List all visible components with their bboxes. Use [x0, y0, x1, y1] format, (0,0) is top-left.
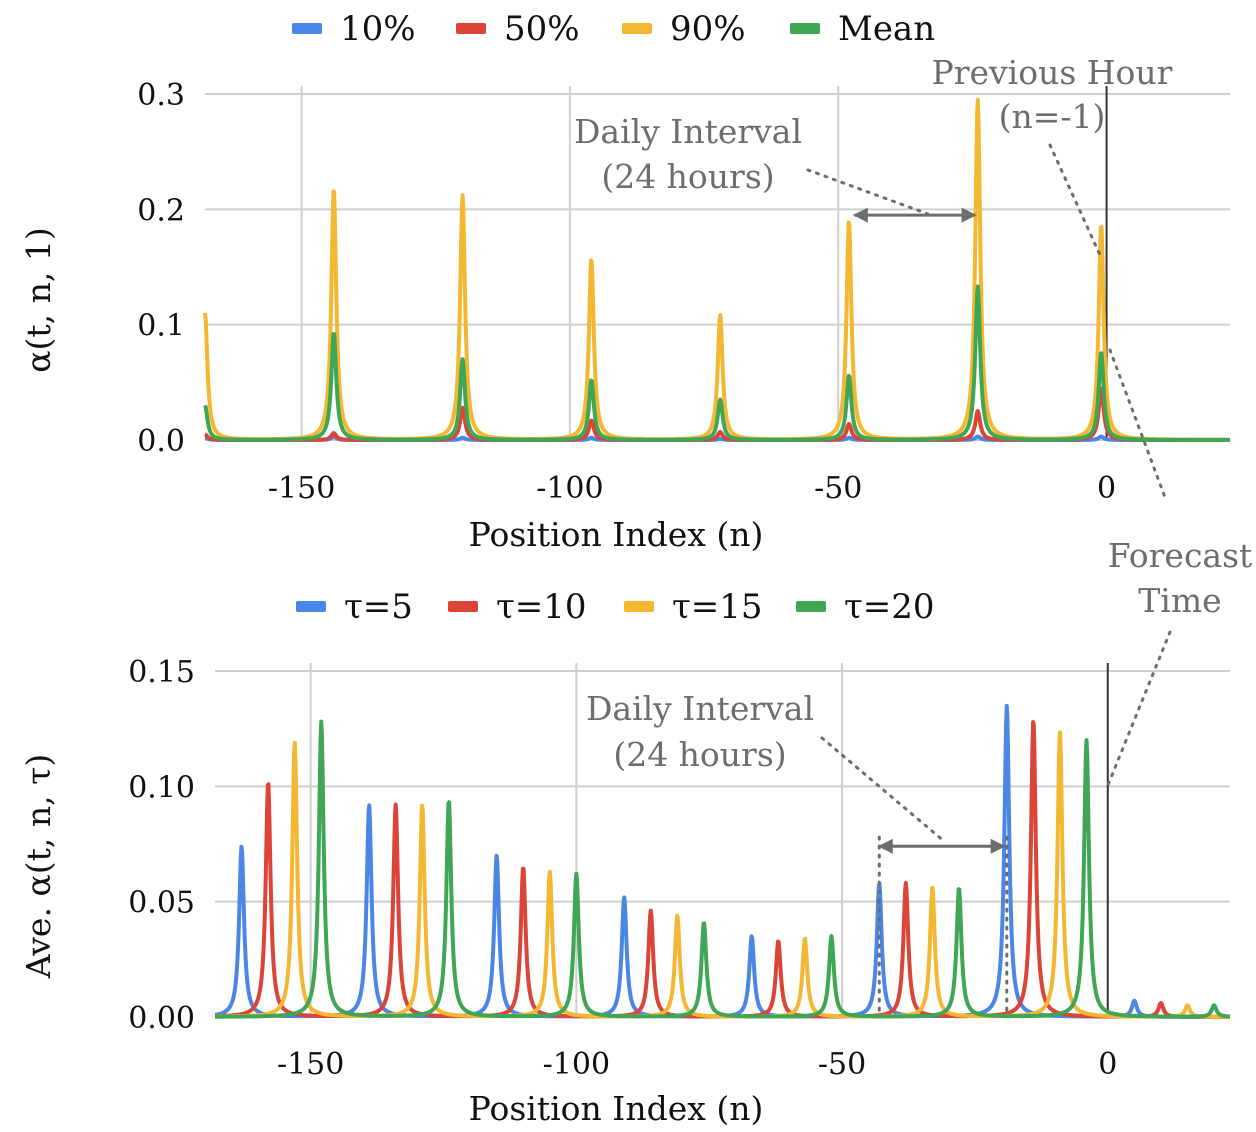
top-daily-interval-leader [806, 168, 930, 216]
legend-item: 10% [292, 9, 416, 49]
bottom-daily-interval-label: Daily Interval [586, 689, 814, 728]
legend-label: τ=10 [496, 587, 587, 627]
x-tick-label: -150 [268, 471, 335, 506]
legend-swatch [790, 23, 820, 34]
bottom-chart-x-axis-title: Position Index (n) [469, 1089, 764, 1128]
y-tick-label: 0.10 [128, 770, 195, 805]
legend-item: 90% [622, 9, 746, 49]
top-chart: 10% 50% 90% Mean 0.00.10.20.3 -150 -100 -50 0 … [19, 9, 1232, 554]
previous-hour-leader [1048, 143, 1102, 257]
bottom-chart-legend: τ=5 τ=10 τ=15 τ=20 [296, 587, 935, 627]
bottom-chart-y-ticks: 0.00 0.05 0.10 0.15 [128, 655, 195, 1036]
legend-swatch [296, 601, 326, 612]
x-tick-label: -50 [814, 471, 862, 506]
legend-label: 90% [670, 9, 746, 49]
forecast-time-leader-top [1108, 348, 1168, 502]
previous-hour-sublabel: (n=-1) [999, 97, 1106, 136]
y-tick-label: 0.15 [128, 655, 195, 690]
series-line-mean [203, 284, 1232, 442]
y-tick-label: 0.1 [137, 309, 185, 344]
legend-label: Mean [838, 9, 935, 49]
y-tick-label: 0.3 [137, 78, 185, 113]
legend-label: τ=15 [672, 587, 763, 627]
x-tick-label: -50 [818, 1047, 866, 1082]
legend-item: τ=20 [796, 587, 935, 627]
y-tick-label: 0.00 [128, 1001, 195, 1036]
top-chart-series [203, 97, 1232, 442]
bottom-chart: τ=5 τ=10 τ=15 τ=20 0.00 0.05 0.10 0.15 -150 -10… [19, 587, 1232, 1128]
x-tick-label: 0 [1097, 471, 1116, 506]
top-chart-y-ticks: 0.0 0.1 0.2 0.3 [137, 78, 185, 459]
legend-item: 50% [456, 9, 580, 49]
legend-swatch [448, 601, 478, 612]
forecast-time-leader-bottom [1106, 630, 1172, 787]
forecast-time-label: Forecast [1108, 536, 1253, 575]
y-tick-label: 0.05 [128, 886, 195, 921]
x-tick-label: -100 [543, 1047, 610, 1082]
series-line-20 [213, 719, 1232, 1019]
legend-label: τ=20 [844, 587, 935, 627]
legend-swatch [456, 23, 486, 34]
x-tick-label: 0 [1098, 1047, 1117, 1082]
legend-item: τ=5 [296, 587, 413, 627]
legend-item: τ=15 [624, 587, 763, 627]
legend-swatch [624, 601, 654, 612]
legend-item: τ=10 [448, 587, 587, 627]
bottom-daily-interval-leader [820, 736, 947, 844]
top-chart-x-ticks: -150 -100 -50 0 [268, 471, 1116, 506]
top-daily-interval-sublabel: (24 hours) [601, 157, 774, 196]
y-tick-label: 0.0 [137, 424, 185, 459]
legend-swatch [292, 23, 322, 34]
legend-swatch [622, 23, 652, 34]
legend-swatch [796, 601, 826, 612]
top-chart-y-axis-title: α(t, n, 1) [19, 227, 58, 373]
x-tick-label: -150 [277, 1047, 344, 1082]
y-tick-label: 0.2 [137, 193, 185, 228]
legend-item: Mean [790, 9, 935, 49]
top-daily-interval-label: Daily Interval [574, 112, 802, 151]
bottom-chart-x-ticks: -150 -100 -50 0 [277, 1047, 1117, 1082]
top-chart-x-axis-title: Position Index (n) [469, 515, 764, 554]
bottom-daily-interval-sublabel: (24 hours) [613, 735, 786, 774]
legend-label: τ=5 [344, 587, 413, 627]
bottom-chart-series [213, 703, 1232, 1019]
x-tick-label: -100 [536, 471, 603, 506]
previous-hour-label: Previous Hour [932, 53, 1173, 92]
forecast-time-sublabel: Time [1138, 581, 1221, 620]
legend-label: 50% [504, 9, 580, 49]
bottom-chart-y-axis-title: Ave. α(t, n, τ) [19, 754, 58, 979]
legend-label: 10% [340, 9, 416, 49]
top-chart-legend: 10% 50% 90% Mean [292, 9, 935, 49]
